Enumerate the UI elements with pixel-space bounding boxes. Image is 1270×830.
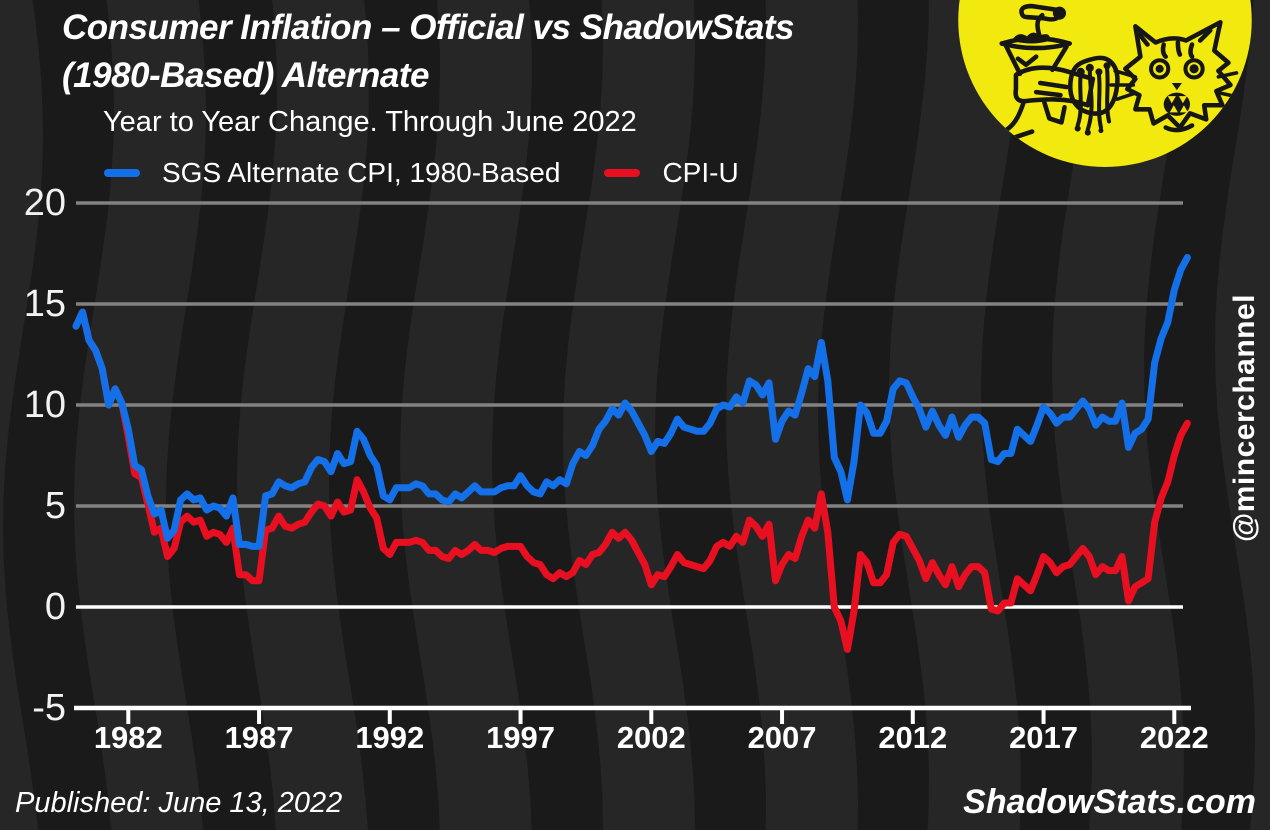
series-line-sgs-alternate: [72, 254, 1191, 550]
title-line-1: Consumer Inflation – Official vs ShadowS…: [62, 8, 794, 47]
x-tick-label-2007: 2007: [748, 720, 817, 755]
legend-swatch-sgs-line: [104, 169, 140, 177]
meat-grinder-icon: [999, 3, 1120, 141]
series-lines: [72, 254, 1191, 653]
x-tick-label-1987: 1987: [225, 720, 294, 755]
x-tick-label-2022: 2022: [1140, 720, 1209, 755]
wave-band: [1215, 0, 1270, 830]
wave-band: [889, 0, 1021, 830]
y-tick-label-20: 20: [24, 182, 66, 224]
logo-yellow-circle: [958, 0, 1252, 167]
watermark-handle: @mincerchannel: [1228, 294, 1261, 542]
chart-legend: SGS Alternate CPI, 1980-Based CPI-U: [104, 157, 783, 189]
wave-band: [400, 0, 532, 830]
x-tick-label-2017: 2017: [1009, 720, 1078, 755]
source-site: ShadowStats.com: [963, 783, 1256, 821]
wave-band: [74, 0, 206, 830]
y-tick-label-5: 5: [45, 485, 66, 527]
x-tick-label-2002: 2002: [617, 720, 686, 755]
x-tick-label-1997: 1997: [486, 720, 555, 755]
page-title: Consumer Inflation – Official vs ShadowS…: [62, 4, 794, 100]
series-line-cpi-u: [72, 308, 1191, 653]
tick-labels: 20 15 10 5 0 -5 1982 1987 1992 1997 2002 2007 2012 20…: [24, 182, 1209, 755]
x-axis: [74, 705, 1191, 724]
title-line-2: (1980-Based) Alternate: [62, 56, 430, 95]
x-tick-label-2012: 2012: [878, 720, 947, 755]
wave-band: [237, 0, 369, 830]
y-tick-label-0: 0: [45, 586, 66, 628]
legend-label-cpiu: CPI-U: [662, 157, 739, 188]
published-date: Published: June 13, 2022: [15, 787, 343, 819]
wave-band: [563, 0, 695, 830]
y-tick-label--5: -5: [32, 687, 66, 729]
shocked-cat-icon: [1109, 19, 1241, 133]
y-tick-label-15: 15: [24, 283, 66, 325]
wave-band: [0, 0, 43, 830]
y-tick-label-10: 10: [24, 384, 66, 426]
x-tick-label-1982: 1982: [94, 720, 163, 755]
legend-label-sgs: SGS Alternate CPI, 1980-Based: [162, 157, 561, 188]
chart-subtitle: Year to Year Change. Through June 2022: [103, 106, 637, 138]
x-tick-label-1992: 1992: [355, 720, 424, 755]
mincer-channel-logo: [955, 0, 1255, 168]
legend-swatch-cpiu-line: [604, 169, 641, 177]
